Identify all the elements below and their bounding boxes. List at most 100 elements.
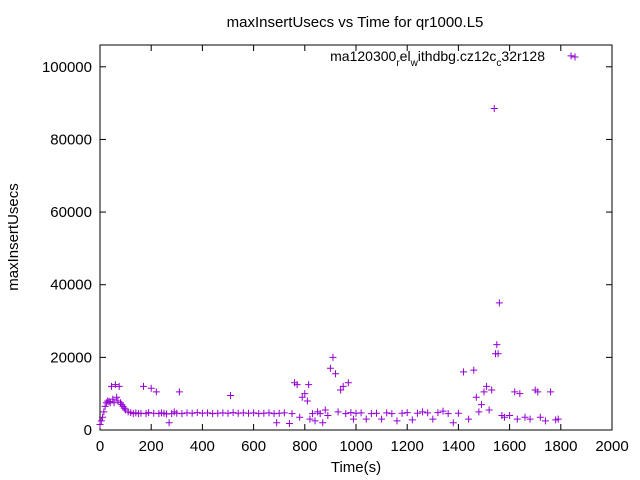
data-point [429, 415, 437, 423]
data-point [113, 393, 121, 401]
data-point [273, 419, 281, 427]
y-tick-label: 40000 [50, 277, 92, 294]
data-point [521, 413, 529, 421]
data-point [332, 370, 340, 378]
data-point [534, 388, 542, 396]
data-point [301, 390, 309, 398]
data-point [308, 410, 316, 418]
data-point [470, 366, 478, 374]
data-point [408, 416, 416, 424]
data-point [493, 341, 501, 349]
data-point [250, 409, 258, 417]
data-point [475, 408, 483, 416]
data-point [541, 417, 549, 425]
data-point [165, 419, 173, 427]
data-point [280, 409, 288, 417]
data-point [477, 401, 485, 409]
data-point [96, 421, 104, 429]
data-point [449, 419, 457, 427]
data-point [175, 388, 183, 396]
plot-frame [99, 44, 613, 431]
data-point [152, 388, 160, 396]
y-tick-label: 0 [84, 422, 92, 439]
data-point [296, 413, 304, 421]
data-point [227, 391, 235, 399]
data-point [229, 409, 237, 417]
y-tick-label: 20000 [50, 349, 92, 366]
data-point [372, 409, 380, 417]
data-point [105, 398, 113, 406]
data-point [357, 409, 365, 417]
data-point [329, 353, 337, 361]
data-point [115, 382, 123, 390]
data-point [511, 388, 519, 396]
data-point [536, 413, 544, 421]
x-tick-label: 1000 [339, 438, 372, 455]
data-point [288, 410, 296, 418]
data-point [178, 410, 186, 418]
legend-label: ma120300relwithdbg.cz12cc32r128 [330, 48, 545, 69]
y-axis-label: maxInsertUsecs [5, 183, 22, 291]
legend-marker [571, 53, 579, 61]
data-point [347, 409, 355, 417]
data-points [96, 52, 575, 429]
data-point [342, 410, 350, 418]
data-point [383, 409, 391, 417]
data-point [319, 419, 327, 427]
data-point [306, 415, 314, 423]
x-tick-label: 1200 [391, 438, 424, 455]
data-point [145, 409, 153, 417]
data-point [101, 402, 109, 410]
data-point [265, 409, 273, 417]
data-point [204, 409, 212, 417]
data-point [293, 381, 301, 389]
y-tick-label: 100000 [42, 59, 92, 76]
data-point [111, 381, 119, 389]
data-point [334, 408, 342, 416]
data-point [324, 411, 332, 419]
data-point [495, 299, 503, 307]
data-point [485, 406, 493, 414]
data-point [303, 397, 311, 405]
data-point [316, 410, 324, 418]
data-point [120, 404, 128, 412]
data-point [424, 409, 432, 417]
plot-area: 0 200 400 600 800 1000 1200 1400 1600 1800 2000 0 2… [42, 44, 629, 455]
x-tick-label: 1800 [544, 438, 577, 455]
data-point [339, 382, 347, 390]
data-point [454, 409, 462, 417]
data-point [444, 410, 452, 418]
data-point [388, 410, 396, 418]
data-point [298, 393, 306, 401]
data-point [516, 390, 524, 398]
x-axis: 0 200 400 600 800 1000 1200 1400 1600 1800 2000 [96, 45, 629, 455]
legend-marker-symbol [571, 53, 579, 61]
y-tick-label: 60000 [50, 204, 92, 221]
x-tick-label: 800 [292, 438, 317, 455]
data-point [472, 393, 480, 401]
data-point [494, 350, 502, 358]
data-point [349, 415, 357, 423]
data-point [100, 408, 108, 416]
data-point [337, 386, 345, 394]
data-point [419, 408, 427, 416]
data-point [188, 409, 196, 417]
data-point [344, 379, 352, 387]
data-point [99, 413, 107, 421]
data-point [193, 409, 201, 417]
x-tick-label: 600 [241, 438, 266, 455]
data-point [97, 417, 105, 425]
data-point [413, 409, 421, 417]
data-point [480, 388, 488, 396]
data-point [147, 384, 155, 392]
data-point [393, 417, 401, 425]
data-point [118, 401, 126, 409]
data-point [439, 407, 447, 415]
data-point [483, 382, 491, 390]
x-tick-label: 2000 [595, 438, 628, 455]
x-tick-label: 400 [190, 438, 215, 455]
data-point [398, 409, 406, 417]
data-point [490, 105, 498, 113]
y-axis: 0 20000 40000 60000 80000 100000 [42, 59, 612, 439]
